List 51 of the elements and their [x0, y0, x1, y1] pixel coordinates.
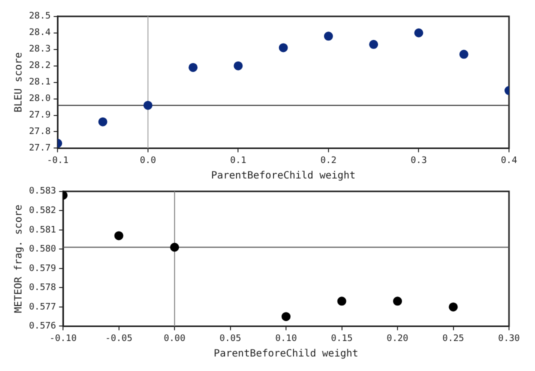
x-axis-title: ParentBeforeChild weight	[214, 348, 358, 360]
x-tick-label: 0.30	[498, 334, 520, 344]
y-tick-label: 28.1	[28, 78, 51, 88]
point	[143, 100, 152, 110]
y-axis-title: BLEU score	[14, 52, 25, 112]
point	[98, 117, 108, 126]
point	[414, 28, 424, 38]
point	[188, 62, 198, 72]
y-tick-label: 0.576	[29, 322, 56, 332]
y-tick-label: 0.581	[29, 225, 56, 236]
y-tick-label: 28.5	[28, 12, 51, 22]
x-tick-label: 0.4	[500, 156, 518, 166]
point	[337, 296, 346, 306]
x-tick-label: -0.1	[46, 156, 69, 166]
x-tick-label: 0.3	[410, 156, 427, 166]
point	[448, 302, 458, 312]
point	[114, 231, 124, 240]
x-axis-title: ParentBeforeChild weight	[211, 170, 356, 182]
point	[278, 43, 288, 52]
x-tick-label: 0.0	[140, 156, 156, 166]
y-tick-label: 0.580	[29, 244, 56, 255]
point	[282, 312, 291, 322]
y-tick-label: 28.2	[28, 61, 51, 72]
y-tick-label: 0.582	[29, 206, 56, 216]
point	[393, 296, 402, 306]
point	[234, 61, 243, 70]
y-tick-label: 28.0	[28, 94, 51, 104]
x-tick-label: 0.20	[386, 334, 408, 344]
x-tick-label: 0.1	[230, 156, 246, 166]
point	[459, 50, 468, 59]
y-tick-label: 0.579	[29, 264, 56, 274]
y-tick-label: 28.3	[28, 44, 51, 55]
x-tick-label: 0.05	[219, 334, 242, 344]
x-tick-label: 0.10	[275, 334, 297, 344]
x-tick-label: -0.10	[50, 334, 77, 344]
point	[170, 242, 180, 252]
y-tick-label: 28.4	[28, 28, 51, 38]
x-tick-label: 0.2	[320, 156, 337, 166]
y-tick-label: 27.9	[28, 110, 51, 121]
y-tick-label: 27.7	[28, 144, 51, 154]
y-tick-label: 27.8	[28, 127, 51, 138]
y-tick-label: 0.583	[29, 186, 56, 197]
point	[324, 32, 333, 41]
x-tick-label: 0.25	[442, 334, 464, 344]
y-tick-label: 0.577	[29, 302, 56, 312]
x-tick-label: 0.15	[330, 334, 353, 344]
point	[369, 40, 378, 49]
y-tick-label: 0.578	[29, 283, 56, 294]
x-tick-label: -0.05	[105, 334, 132, 344]
x-tick-label: 0.00	[164, 334, 186, 344]
y-axis-title: METEOR frag. score	[14, 204, 25, 313]
